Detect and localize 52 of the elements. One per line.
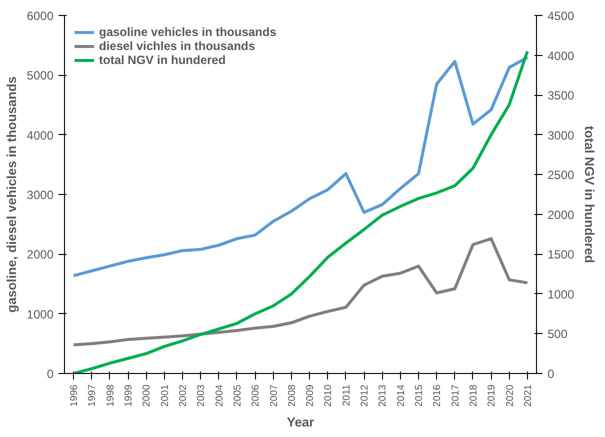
y2-tick-label: 4500 bbox=[548, 9, 575, 23]
x-tick-label: 2010 bbox=[323, 384, 334, 407]
x-tick-label: 2013 bbox=[378, 384, 389, 407]
y2-tick-label: 4000 bbox=[548, 48, 575, 63]
x-tick-label: 2000 bbox=[142, 384, 153, 407]
y2-tick-label: 500 bbox=[548, 327, 568, 342]
x-tick-label: 2020 bbox=[504, 384, 516, 407]
line-series bbox=[72, 56, 529, 278]
x-tick-label: 2003 bbox=[196, 384, 208, 407]
x-tick-label: 2004 bbox=[214, 384, 226, 407]
x-tick-label: 2017 bbox=[450, 384, 462, 407]
x-tick-label: 2008 bbox=[286, 384, 298, 407]
line-series bbox=[72, 50, 529, 374]
y-axis-title: gasoline, diesel vehicles in thousands bbox=[4, 76, 19, 313]
x-tick-label: 2001 bbox=[160, 384, 171, 407]
line-series bbox=[72, 237, 529, 346]
x-tick-label: 2016 bbox=[432, 384, 444, 407]
y2-tick-label: 2500 bbox=[548, 168, 575, 182]
x-tick-label: 2005 bbox=[232, 384, 244, 407]
y-tick-label: 3000 bbox=[26, 188, 54, 202]
x-tick-label: 1998 bbox=[105, 384, 116, 407]
legend-label: diesel vichles in thousands bbox=[99, 39, 256, 53]
y2-tick-label: 0 bbox=[548, 367, 554, 381]
x-tick-label: 2009 bbox=[305, 384, 316, 407]
y2-tick-label: 3000 bbox=[548, 128, 575, 142]
x-tick-label: 1999 bbox=[124, 384, 135, 407]
y-tick-label: 6000 bbox=[26, 9, 54, 23]
y2-axis-title: total NGV in hundered bbox=[582, 126, 598, 264]
x-tick-label: 2014 bbox=[396, 384, 407, 407]
legend-label: gasoline vehicles in thousands bbox=[99, 25, 276, 39]
x-tick-label: 2015 bbox=[414, 384, 425, 407]
y2-tick-label: 1500 bbox=[548, 248, 575, 262]
y-tick-label: 4000 bbox=[26, 128, 54, 142]
y-tick-label: 5000 bbox=[26, 68, 54, 83]
x-axis-title: Year bbox=[286, 414, 314, 430]
legend-label: total NGV in hundered bbox=[99, 53, 226, 67]
y2-tick-label: 2000 bbox=[548, 208, 575, 222]
x-tick-label: 2021 bbox=[522, 384, 534, 407]
x-tick-label: 2012 bbox=[360, 384, 371, 407]
y-tick-label: 0 bbox=[46, 367, 54, 381]
y-tick-label: 1000 bbox=[26, 307, 54, 322]
x-tick-label: 2018 bbox=[468, 384, 480, 407]
y-tick-label: 2000 bbox=[26, 248, 54, 262]
x-tick-label: 2019 bbox=[486, 384, 498, 407]
x-tick-label: 1997 bbox=[87, 384, 98, 407]
x-tick-label: 1996 bbox=[69, 384, 80, 407]
x-tick-label: 2007 bbox=[268, 384, 280, 407]
x-tick-label: 2011 bbox=[341, 384, 352, 406]
x-tick-label: 2006 bbox=[250, 384, 262, 407]
y2-tick-label: 1000 bbox=[548, 287, 575, 302]
y2-tick-label: 3500 bbox=[548, 88, 575, 103]
x-tick-label: 2002 bbox=[178, 384, 189, 407]
